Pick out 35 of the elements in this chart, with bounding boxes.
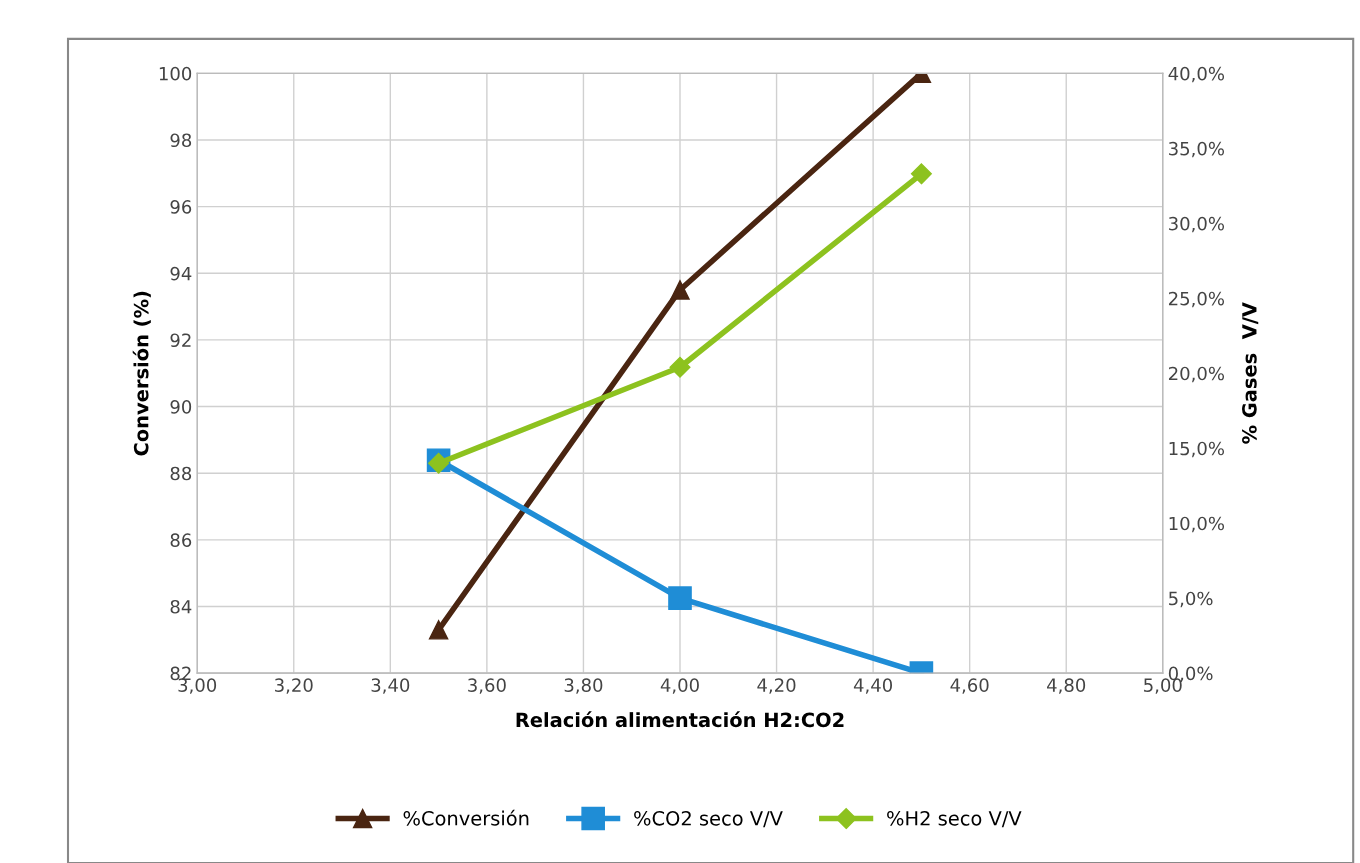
legend-label: %Conversión [403,809,529,826]
y2-tick-label: 30,0% [1169,216,1225,233]
y-tick-label: 94 [170,266,192,281]
y2-tick-label: 40,0% [1168,66,1225,83]
x-tick-label: 4,40 [853,678,893,694]
x-axis-title: Relación alimentación H2:CO2 [516,711,844,728]
x-tick-label: 4,00 [660,678,699,694]
y2-tick-label: 20,0% [1168,366,1225,383]
y2-tick-label: 25,0% [1168,291,1225,308]
legend-label: %H2 seco V/V [887,810,1022,828]
y2-tick-label: 5,0% [1169,591,1213,608]
y-tick-label: 86 [170,533,192,547]
y-tick-label: 90 [170,400,192,414]
x-tick-label: 4,80 [1047,678,1086,694]
x-tick-label: 3,40 [371,678,410,694]
y2-tick-label: 35,0% [1169,141,1225,158]
y-tick-label: 96 [170,200,192,214]
x-tick-label: 4,60 [950,678,989,694]
point [669,356,691,378]
y2-tick-label: 10,0% [1169,516,1225,533]
point [668,586,692,610]
y-tick-label: 84 [170,599,192,614]
y-tick-label: 100 [159,66,192,81]
x-tick-label: 3,20 [275,678,313,694]
legend-label: %CO2 seco V/V [634,810,783,828]
y2-axis-title: % Gases V/V [1242,302,1259,444]
point [910,163,932,185]
y-tick-label: 92 [170,333,191,348]
y-axis-title: Conversión (%) [132,291,151,456]
x-tick-label: 3,80 [564,678,603,694]
y-tick-label: 98 [170,133,192,148]
x-tick-label: 4,20 [757,678,796,694]
y2-tick-label: 15,0% [1169,441,1225,458]
y-tick-label: 88 [170,466,192,481]
x-tick-label: 3,60 [468,678,506,694]
